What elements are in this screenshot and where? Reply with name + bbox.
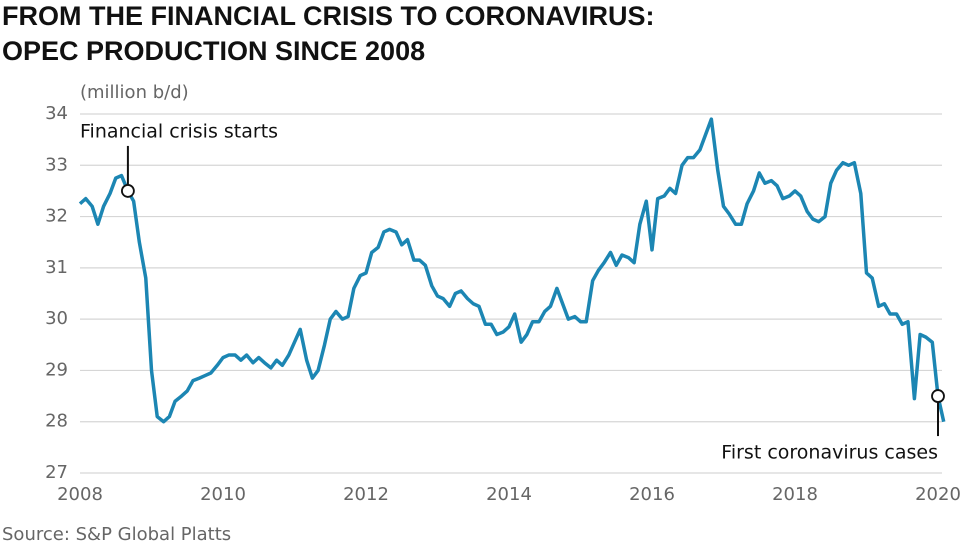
annotation-marker	[121, 184, 135, 198]
x-tick-label: 2018	[772, 484, 818, 505]
y-tick-label: 34	[45, 103, 68, 124]
source: Source: S&P Global Platts	[2, 524, 231, 545]
y-tick-label: 30	[45, 308, 68, 329]
y-tick-label: 28	[45, 411, 68, 432]
x-tick-label: 2010	[200, 484, 246, 505]
chart-title: FROM THE FINANCIAL CRISIS TO CORONAVIRUS…	[2, 1, 655, 31]
x-tick-label: 2012	[343, 484, 389, 505]
y-tick-label: 29	[45, 359, 68, 380]
x-tick-label: 2008	[57, 484, 103, 505]
y-tick-label: 33	[45, 154, 68, 175]
y-axis-label: (million b/d)	[80, 82, 189, 103]
y-tick-label: 27	[45, 462, 68, 483]
x-tick-label: 2014	[486, 484, 532, 505]
y-tick-label: 31	[45, 257, 68, 278]
x-tick-label: 2020	[915, 484, 961, 505]
annotation: First coronavirus cases	[721, 442, 938, 464]
annotation: Financial crisis starts	[80, 120, 278, 142]
line	[78, 117, 946, 424]
chart-title: OPEC PRODUCTION SINCE 2008	[2, 36, 425, 66]
x-tick-label: 2016	[629, 484, 675, 505]
annotation-marker	[931, 389, 945, 403]
y-tick-label: 32	[45, 206, 68, 227]
